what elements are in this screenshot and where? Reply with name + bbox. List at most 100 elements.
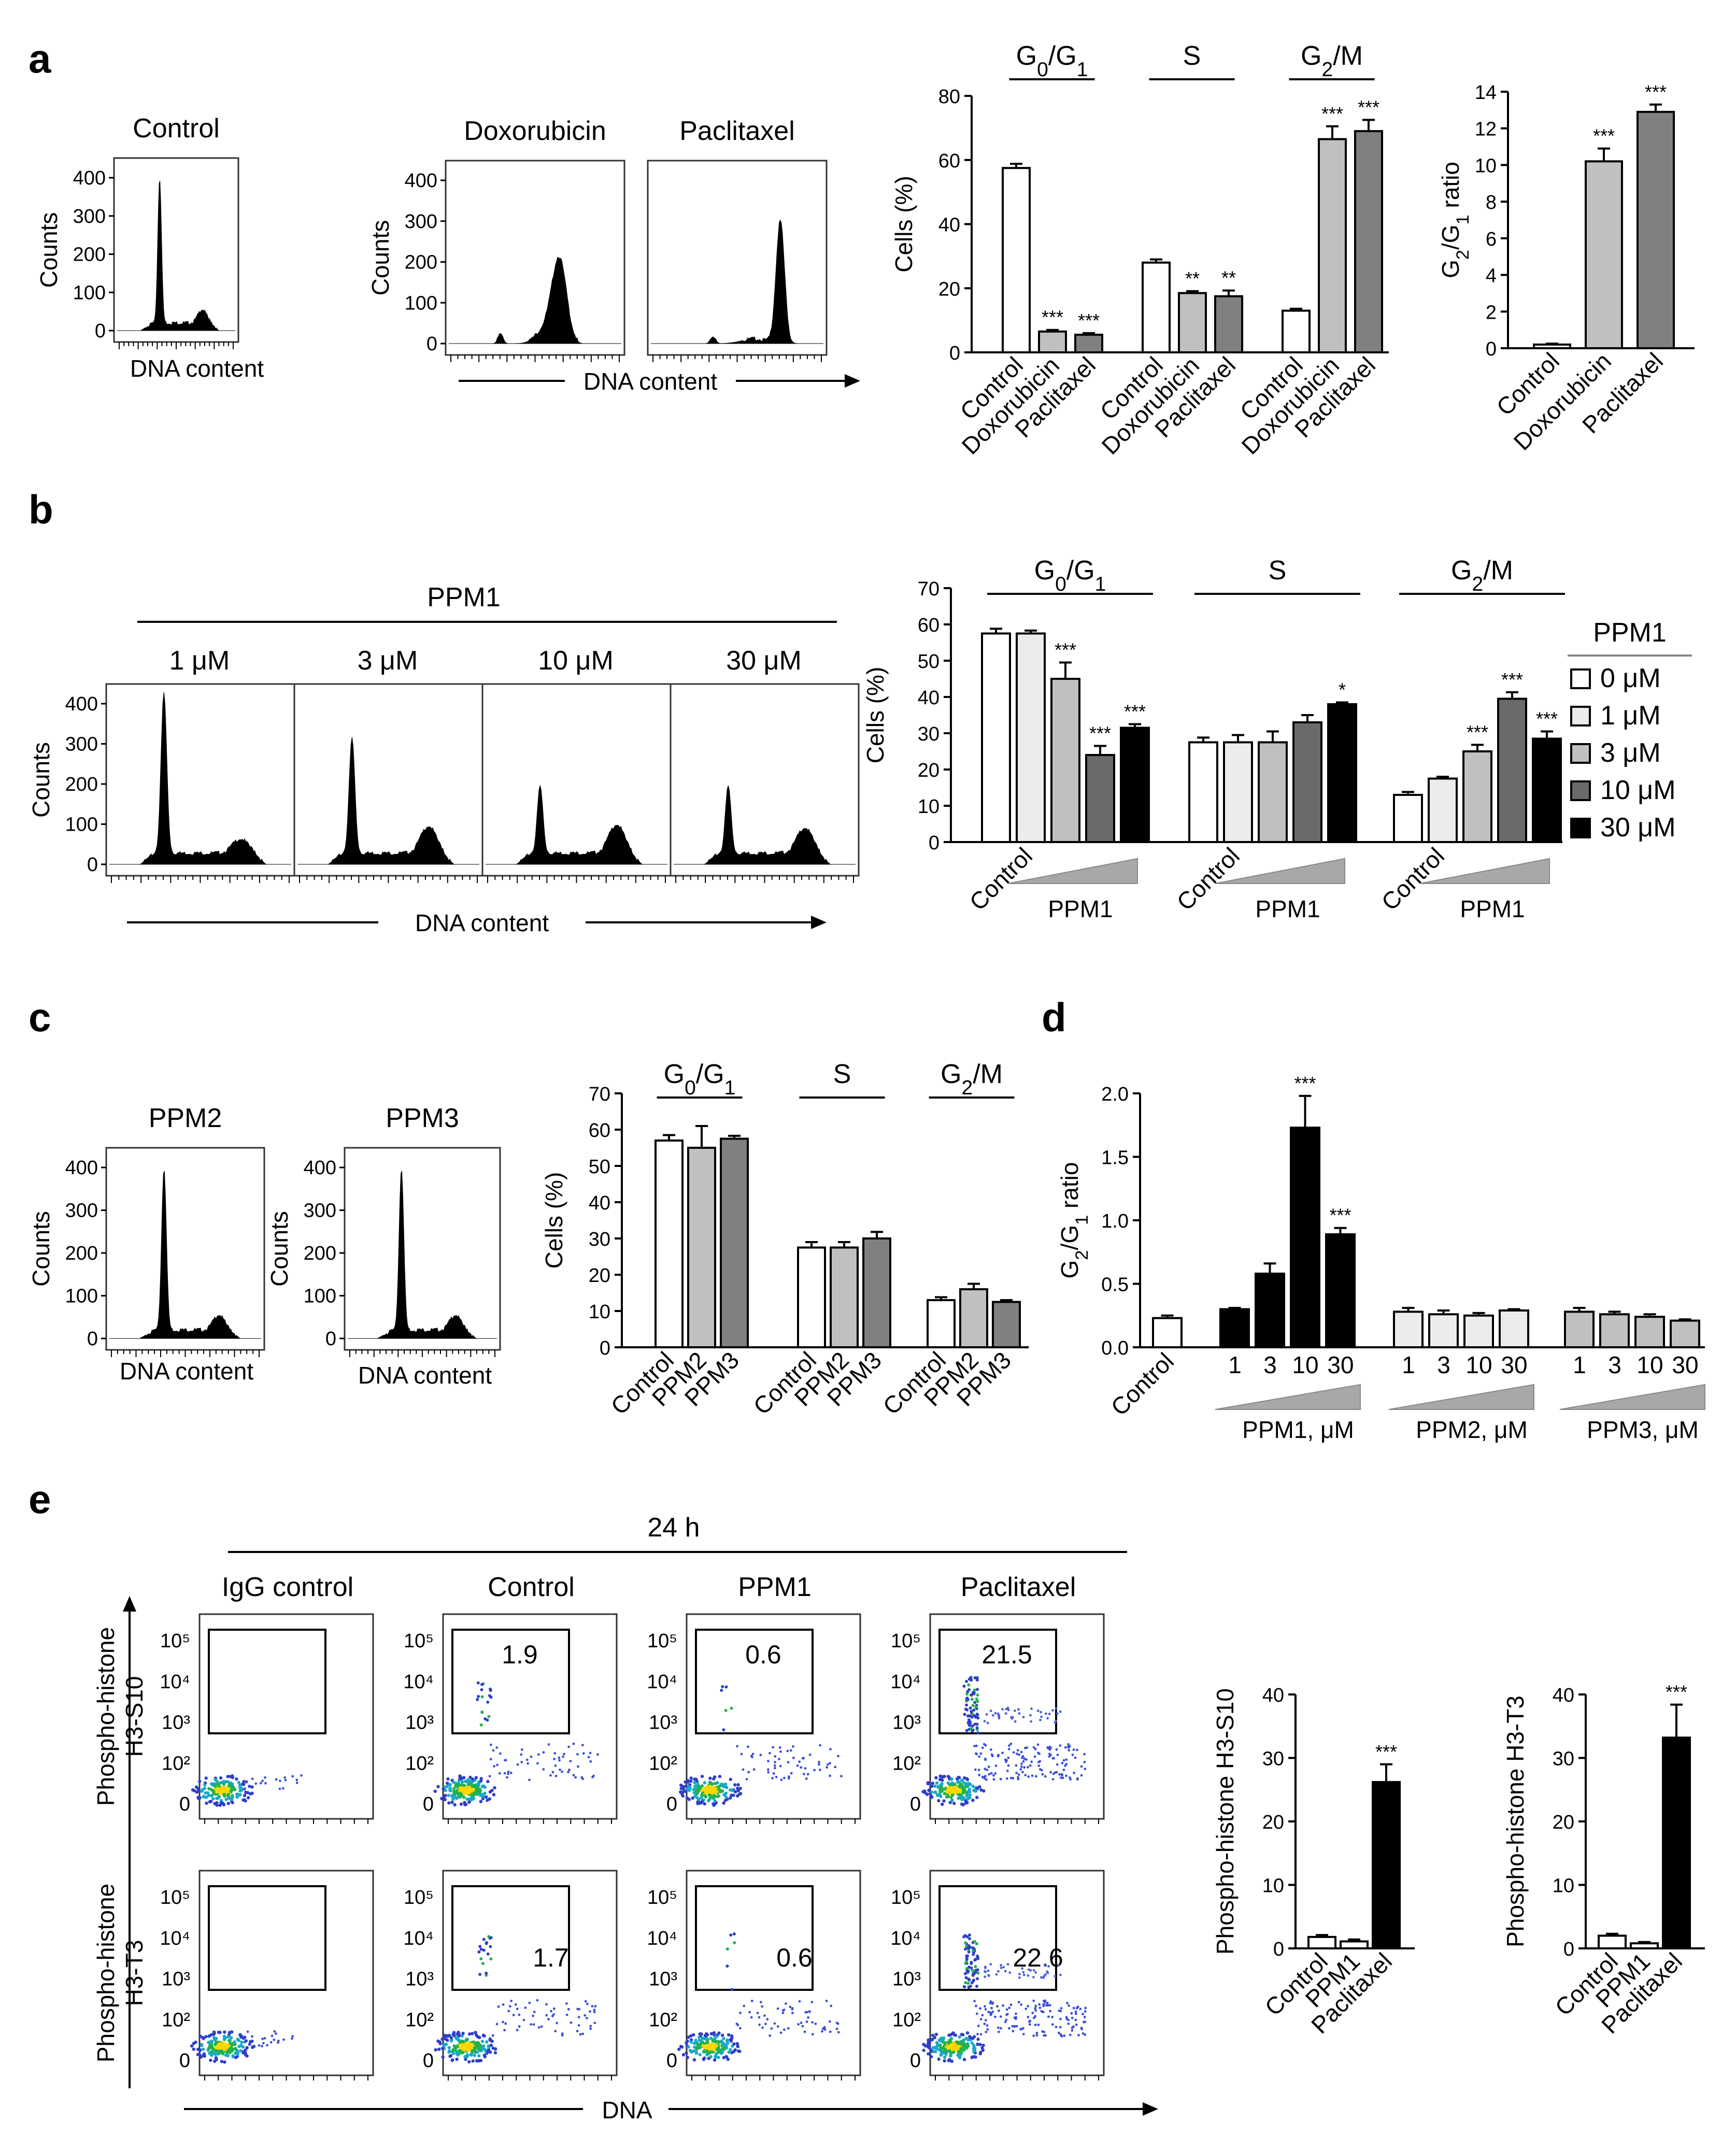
- cell-dot: [487, 1715, 491, 1718]
- cell-dot: [207, 2041, 210, 2044]
- group-axis-label: PPM3, μM: [1587, 1416, 1699, 1443]
- cell-dot: [983, 2022, 986, 2026]
- cell-dot: [730, 1988, 734, 1991]
- cell-dot: [1082, 2013, 1084, 2016]
- cell-dot: [806, 1773, 809, 1776]
- cell-dot: [712, 2048, 716, 2051]
- cell-dot: [247, 1796, 250, 1800]
- cell-dot: [231, 2055, 235, 2059]
- cell-dot: [1037, 1761, 1040, 1763]
- cell-dot: [474, 1776, 478, 1779]
- cell-dot: [222, 1792, 226, 1797]
- cell-dot: [967, 1718, 971, 1722]
- histogram: Paclitaxel: [647, 116, 828, 362]
- cell-dot: [482, 1948, 486, 1952]
- cell-dot: [969, 2035, 972, 2040]
- bar: [1188, 741, 1218, 843]
- cell-dot: [204, 1791, 207, 1795]
- cell-dot: [205, 1801, 208, 1805]
- group-header: G0/G1: [664, 1059, 736, 1099]
- cell-dot: [282, 2038, 285, 2041]
- cell-dot: [532, 2023, 535, 2026]
- histogram: Doxorubicin 0 100 200 300 400 Counts: [367, 116, 625, 362]
- y-tick-label: 10⁴: [647, 1928, 677, 1949]
- cell-dot: [965, 1778, 970, 1782]
- cell-dot: [242, 2051, 246, 2055]
- y-tick-label: 10³: [892, 1969, 921, 1990]
- cell-dot: [973, 2000, 976, 2003]
- cell-dot: [455, 2037, 459, 2041]
- cell-dot: [769, 1751, 771, 1755]
- dose-label: 10 μM: [538, 646, 614, 676]
- cell-dot: [736, 1783, 740, 1787]
- scatter-plot: 0 10² 10³ 10⁴ 10⁵ 21.5 Paclitaxel: [890, 1572, 1105, 1824]
- cell-dot: [577, 1765, 579, 1768]
- cell-dot: [480, 1695, 484, 1699]
- cell-dot: [965, 1679, 969, 1683]
- cell-dot: [438, 2042, 442, 2045]
- cell-dot: [698, 2035, 701, 2039]
- cell-dot: [244, 1780, 247, 1783]
- histogram-profile: [674, 785, 856, 865]
- cell-dot: [729, 2039, 733, 2043]
- bar: [862, 1237, 891, 1348]
- cell-dot: [778, 1746, 781, 1749]
- y-tick-label: 20: [1262, 1812, 1284, 1833]
- cell-dot: [488, 1790, 492, 1794]
- cell-dot: [796, 1764, 799, 1767]
- cell-dot: [453, 2048, 457, 2051]
- cell-dot: [478, 1973, 482, 1976]
- cell-dot: [837, 1755, 839, 1758]
- cell-dot: [967, 1933, 971, 1937]
- cell-dot: [212, 2032, 216, 2036]
- cell-dot: [223, 2060, 226, 2064]
- cell-dot: [1000, 1967, 1003, 1970]
- cell-dot: [258, 2044, 261, 2047]
- y-tick-label: 20: [1553, 1812, 1574, 1833]
- cell-dot: [433, 1789, 437, 1793]
- cell-dot: [724, 2055, 728, 2059]
- significance-mark: ***: [1536, 708, 1558, 730]
- cell-dot: [1048, 1713, 1051, 1716]
- significance-mark: ***: [1042, 307, 1063, 328]
- y-axis-label: Counts: [27, 742, 54, 818]
- cell-dot: [782, 2028, 786, 2031]
- cell-dot: [739, 2012, 742, 2014]
- bar: [1393, 1310, 1424, 1348]
- cell-dot: [1027, 1968, 1030, 1971]
- dose-label: 1 μM: [169, 646, 230, 676]
- cell-dot: [926, 2042, 930, 2045]
- y-tick-label: 200: [65, 1243, 98, 1264]
- cell-dot: [1030, 1720, 1032, 1723]
- cell-dot: [992, 1774, 995, 1777]
- dose-wedge: [1559, 1384, 1705, 1410]
- cell-dot: [774, 1766, 776, 1770]
- bar: [1599, 1313, 1630, 1349]
- cell-dot: [684, 1784, 688, 1788]
- cell-dot: [203, 2054, 207, 2058]
- cell-dot: [808, 2010, 811, 2013]
- cell-dot: [963, 2042, 966, 2046]
- cell-dot: [479, 2049, 483, 2053]
- legend-label: 10 μM: [1600, 775, 1676, 805]
- cell-dot: [716, 2050, 720, 2054]
- y-tick-label: 300: [405, 211, 437, 233]
- cell-dot: [802, 1773, 805, 1776]
- cell-dot: [1034, 2015, 1037, 2018]
- cell-dot: [542, 1751, 545, 1754]
- cell-dot: [935, 2042, 940, 2046]
- cell-dot: [467, 1800, 471, 1804]
- cell-dot: [985, 1778, 988, 1781]
- cell-dot: [930, 1784, 934, 1788]
- cell-dot: [834, 1765, 837, 1769]
- cell-dot: [467, 2032, 472, 2036]
- cell-dot: [970, 1960, 973, 1964]
- bar: [992, 1301, 1021, 1348]
- cell-dot: [965, 1703, 969, 1707]
- cell-dot: [482, 2054, 486, 2057]
- cell-dot: [701, 2041, 705, 2045]
- legend-label: 30 μM: [1600, 813, 1676, 843]
- cell-dot: [723, 1782, 728, 1786]
- cell-dot: [1069, 1776, 1071, 1779]
